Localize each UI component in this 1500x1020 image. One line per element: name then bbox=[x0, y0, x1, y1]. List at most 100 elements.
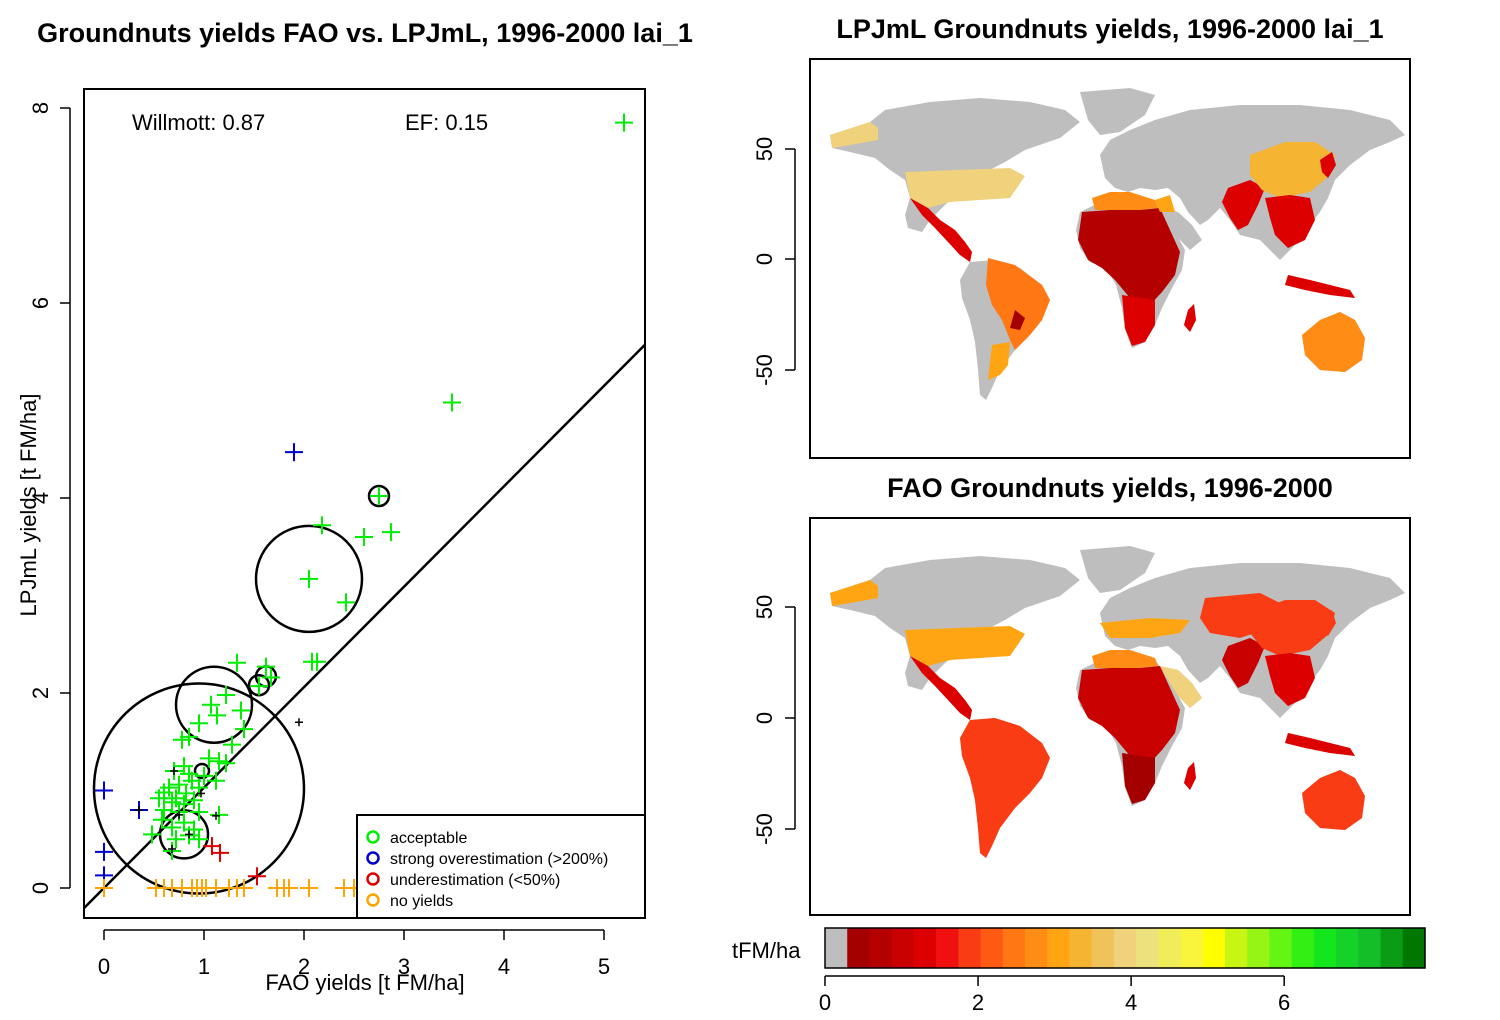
map-region-central-africa bbox=[1078, 208, 1180, 305]
colorbar-tick-label: 4 bbox=[1125, 990, 1137, 1015]
y-tick-label: 4 bbox=[28, 492, 53, 504]
willmott-annotation: Willmott: 0.87 bbox=[132, 110, 265, 135]
map-region-southern-africa bbox=[1122, 753, 1155, 804]
scatter-axes: 0 1 2 3 4 5 0 2 4 6 8 FAO yields [t FM/ha] LPJmL yie… bbox=[16, 102, 610, 995]
map-y-tick-label: 0 bbox=[752, 253, 777, 265]
colorbar-cell bbox=[1158, 928, 1182, 968]
scatter-point bbox=[300, 569, 318, 588]
scatter-point-marker bbox=[295, 718, 303, 727]
scatter-point bbox=[382, 523, 400, 542]
map-region-brazil bbox=[986, 258, 1050, 350]
colorbar-cell bbox=[1402, 928, 1426, 968]
map-region-alaska bbox=[830, 122, 878, 148]
x-tick-label: 4 bbox=[498, 954, 510, 979]
scatter-points bbox=[95, 113, 633, 897]
scatter-point bbox=[443, 393, 461, 412]
colorbar-cell bbox=[936, 928, 959, 968]
scatter-point bbox=[208, 706, 226, 725]
colorbar-cell bbox=[958, 928, 982, 968]
scatter-point-marker bbox=[170, 767, 178, 775]
scatter-point bbox=[200, 749, 218, 768]
map-region-mediterranean bbox=[1100, 618, 1190, 638]
x-tick-label: 0 bbox=[98, 954, 110, 979]
scatter-point bbox=[150, 789, 168, 808]
colorbar-cell bbox=[1336, 928, 1359, 968]
scatter-point bbox=[207, 771, 225, 790]
colorbar-label: tFM/ha bbox=[732, 938, 801, 963]
scatter-point bbox=[235, 879, 253, 897]
scatter-point bbox=[153, 810, 171, 829]
map-region-paraguay bbox=[1010, 310, 1025, 330]
colorbar-cell bbox=[1002, 928, 1026, 968]
map-region-central-america bbox=[910, 656, 972, 720]
legend-marker bbox=[366, 851, 380, 865]
y-axis-label: LPJmL yields [t FM/ha] bbox=[16, 394, 41, 617]
map-region-north-africa bbox=[1092, 650, 1158, 668]
x-tick-label: 3 bbox=[398, 954, 410, 979]
legend-label: acceptable bbox=[390, 830, 467, 847]
colorbar-cell bbox=[1025, 928, 1048, 968]
map-region-se-asia bbox=[1265, 653, 1315, 706]
scatter-point bbox=[175, 813, 193, 832]
colorbar-tick-label: 0 bbox=[819, 990, 831, 1015]
colorbar-cell bbox=[1047, 928, 1070, 968]
scatter-point bbox=[173, 730, 191, 749]
map-region-indonesia bbox=[1285, 275, 1355, 298]
colorbar-cell bbox=[1380, 928, 1404, 968]
scatter-point bbox=[280, 879, 298, 897]
scatter-point bbox=[163, 818, 181, 837]
scatter-point bbox=[300, 879, 318, 897]
y-tick-label: 8 bbox=[28, 102, 53, 114]
map-region-egypt bbox=[1155, 195, 1175, 212]
map-region-australia bbox=[1302, 312, 1365, 372]
map-top-title: LPJmL Groundnuts yields, 1996-2000 lai_1 bbox=[836, 14, 1384, 44]
scatter-point bbox=[370, 487, 388, 506]
map-region-north-africa bbox=[1092, 192, 1158, 210]
scatter-circles bbox=[92, 484, 391, 895]
map-region-indonesia bbox=[1285, 733, 1355, 756]
scatter-point bbox=[195, 766, 213, 785]
map-region-argentina bbox=[988, 342, 1010, 380]
scatter-point bbox=[95, 879, 113, 897]
lpjml-map: 50 0 -50 bbox=[752, 58, 1411, 459]
x-tick-label: 2 bbox=[298, 954, 310, 979]
scatter-point bbox=[211, 843, 229, 862]
uncertainty-circle bbox=[254, 524, 364, 634]
colorbar-cell bbox=[1247, 928, 1270, 968]
colorbar-cell bbox=[1069, 928, 1093, 968]
map-region-southern-africa bbox=[1122, 295, 1155, 346]
scatter-point bbox=[228, 653, 246, 672]
map-y-tick-label: -50 bbox=[752, 354, 777, 386]
scatter-point bbox=[223, 735, 241, 754]
map-region-china bbox=[1250, 142, 1335, 198]
scatter-point bbox=[257, 657, 275, 676]
uncertainty-circle bbox=[367, 484, 391, 508]
map-y-tick-label: 50 bbox=[752, 595, 777, 619]
colorbar-cell bbox=[869, 928, 893, 968]
colorbar-tick-label: 2 bbox=[972, 990, 984, 1015]
scatter-point bbox=[167, 830, 185, 849]
scatter-point bbox=[615, 113, 633, 132]
scatter-point bbox=[308, 652, 326, 671]
legend-label: no yields bbox=[390, 893, 453, 910]
scatter-point bbox=[190, 802, 208, 821]
map-region-madagascar bbox=[1184, 304, 1196, 332]
scatter-point-marker bbox=[135, 806, 143, 814]
map-region-south-america bbox=[960, 718, 1050, 858]
scatter-point bbox=[210, 805, 228, 824]
x-axis-label: FAO yields [t FM/ha] bbox=[265, 970, 464, 995]
map-region-se-asia bbox=[1265, 195, 1315, 248]
scatter-point bbox=[232, 701, 250, 720]
scatter-point bbox=[235, 720, 253, 739]
legend-box bbox=[356, 814, 646, 919]
scatter-plot: 0 1 2 3 4 5 0 2 4 6 8 FAO yields [t FM/ha] LPJmL yie… bbox=[16, 88, 646, 995]
ef-annotation: EF: 0.15 bbox=[405, 110, 488, 135]
scatter-point-marker bbox=[168, 845, 176, 853]
colorbar-cell bbox=[825, 928, 848, 968]
map-region-korea-japan bbox=[1320, 152, 1336, 178]
scatter-point bbox=[163, 793, 181, 812]
scatter-point bbox=[185, 791, 203, 810]
scatter-point bbox=[248, 867, 266, 886]
y-tick-label: 0 bbox=[28, 882, 53, 894]
